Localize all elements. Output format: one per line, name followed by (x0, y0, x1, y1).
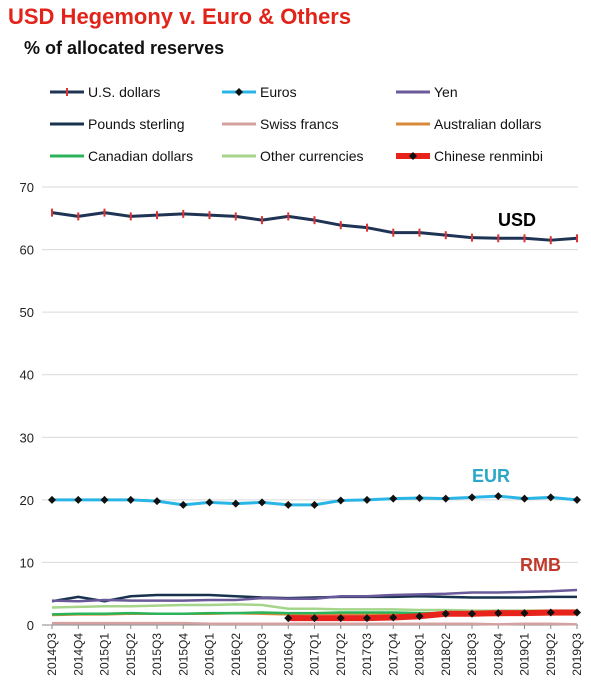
data-point (179, 500, 188, 509)
data-point (520, 494, 529, 503)
legend-label: Canadian dollars (88, 148, 193, 164)
legend-label: Swiss francs (260, 116, 339, 132)
legend-label: Other currencies (260, 148, 363, 164)
legend-label: Euros (260, 84, 297, 100)
data-point (494, 492, 503, 501)
data-point (336, 614, 345, 623)
plot-area: 0 10 20 30 40 50 60 70 2014Q3 2014Q4 2015Q1 2015Q2 2… (20, 180, 584, 676)
legend-label: Chinese renminbi (434, 148, 543, 164)
data-point (231, 499, 240, 508)
data-point (415, 612, 424, 621)
data-point (258, 498, 266, 507)
y-tick-label: 0 (27, 618, 34, 633)
x-tick-label: 2016Q3 (255, 633, 269, 676)
x-tick-label: 2015Q2 (124, 633, 138, 676)
data-point (573, 495, 581, 504)
series-line (52, 621, 578, 626)
data-point (310, 500, 319, 509)
data-point (153, 497, 161, 506)
x-tick-label: 2019Q1 (518, 633, 532, 676)
chart-subtitle: % of allocated reserves (24, 38, 225, 58)
data-point (205, 498, 214, 507)
data-point (468, 493, 476, 502)
legend-label: Australian dollars (434, 116, 541, 132)
x-tick-label: 2014Q3 (45, 633, 59, 676)
legend-label: Pounds sterling (88, 116, 185, 132)
data-point (363, 614, 371, 623)
y-tick-label: 40 (20, 368, 34, 383)
y-tick-label: 10 (20, 555, 34, 570)
x-tick-label: 2014Q4 (71, 633, 85, 676)
data-point (126, 495, 135, 504)
x-tick-label: 2016Q4 (281, 633, 295, 676)
data-point (336, 496, 345, 505)
data-point (573, 608, 581, 617)
data-point (284, 500, 293, 509)
data-point (310, 614, 319, 623)
x-tick-label: 2018Q4 (491, 633, 505, 676)
data-point (441, 609, 450, 618)
x-tick-label: 2017Q3 (360, 633, 374, 676)
legend-marker (409, 152, 417, 160)
data-point (74, 495, 83, 504)
x-tick-label: 2015Q3 (150, 633, 164, 676)
rmb-annotation: RMB (520, 555, 561, 575)
legend-label: U.S. dollars (88, 84, 160, 100)
x-tick-label: 2015Q4 (176, 633, 190, 676)
x-tick-label: 2019Q2 (544, 633, 558, 676)
legend-marker (235, 88, 243, 96)
y-tick-label: 30 (20, 430, 34, 445)
series-line (288, 609, 577, 622)
data-point (494, 609, 503, 618)
eur-annotation: EUR (472, 466, 510, 486)
data-point (546, 608, 555, 617)
y-tick-label: 20 (20, 493, 34, 508)
data-point (468, 609, 476, 618)
x-tick-label: 2016Q1 (203, 633, 217, 676)
data-point (389, 613, 398, 622)
x-tick-label: 2017Q2 (334, 633, 348, 676)
data-point (100, 495, 109, 504)
data-point (363, 495, 371, 504)
y-tick-label: 50 (20, 305, 34, 320)
data-point (415, 493, 424, 502)
x-tick-label: 2019Q3 (570, 633, 584, 676)
series-line (51, 588, 578, 603)
data-point (546, 493, 555, 502)
data-point (284, 614, 293, 623)
data-point (520, 609, 529, 618)
x-tick-label: 2015Q1 (98, 633, 112, 676)
x-tick-label: 2017Q1 (308, 633, 322, 676)
usd-annotation: USD (498, 210, 536, 230)
x-tick-label: 2018Q1 (413, 633, 427, 676)
data-point (48, 495, 56, 504)
x-tick-label: 2018Q3 (465, 633, 479, 676)
data-point (389, 494, 398, 503)
data-point (441, 494, 450, 503)
x-tick-label: 2016Q2 (229, 633, 243, 676)
x-tick-label: 2018Q2 (439, 633, 453, 676)
legend: U.S. dollars Euros Yen Pounds sterling Swiss… (50, 84, 543, 164)
chart-title: USD Hegemony v. Euro & Others (8, 4, 352, 29)
y-tick-label: 60 (20, 243, 34, 258)
y-tick-label: 70 (20, 180, 34, 195)
x-tick-label: 2017Q4 (386, 633, 400, 676)
legend-label: Yen (434, 84, 458, 100)
